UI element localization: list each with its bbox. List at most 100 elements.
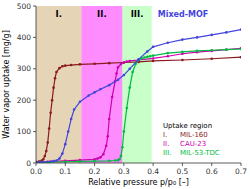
point xyxy=(67,130,70,133)
x-tick xyxy=(36,163,37,166)
point xyxy=(118,158,121,161)
plot-area xyxy=(36,6,241,163)
point xyxy=(49,111,52,114)
legend-region: II. xyxy=(163,140,169,148)
point xyxy=(166,52,169,55)
point xyxy=(64,64,67,67)
point xyxy=(120,63,123,66)
point xyxy=(143,56,146,59)
point xyxy=(43,155,46,158)
point xyxy=(146,50,149,53)
point xyxy=(70,118,73,121)
legend-entry: MIL-53-TDC xyxy=(180,149,220,157)
point xyxy=(52,160,55,163)
point xyxy=(79,160,82,163)
y-tick xyxy=(33,68,36,69)
point xyxy=(58,157,61,160)
region-label: I. xyxy=(55,9,61,19)
region xyxy=(81,6,122,163)
x-tick-label: 0.6 xyxy=(206,167,218,176)
point xyxy=(120,155,123,158)
point xyxy=(128,68,131,71)
y-tick xyxy=(33,100,36,101)
point xyxy=(55,159,58,162)
y-tick-label: 0 xyxy=(26,159,31,168)
point xyxy=(123,74,126,77)
series-label: Mixed-MOF xyxy=(158,10,209,19)
y-tick-label: 200 xyxy=(17,96,32,105)
y-tick xyxy=(33,6,36,7)
point xyxy=(240,47,241,50)
point xyxy=(152,46,155,49)
y-tick xyxy=(33,37,36,38)
point xyxy=(99,156,102,159)
series-line xyxy=(36,48,241,162)
point xyxy=(54,77,57,80)
point xyxy=(64,160,67,163)
x-tick-label: 0.3 xyxy=(118,167,130,176)
point xyxy=(106,135,109,138)
point xyxy=(108,160,111,163)
point xyxy=(117,78,120,81)
x-axis xyxy=(36,163,241,164)
y-tick-label: 300 xyxy=(17,64,32,73)
x-tick xyxy=(153,163,154,166)
x-tick xyxy=(65,163,66,166)
point xyxy=(181,38,184,41)
point xyxy=(128,86,131,89)
legend-region: III. xyxy=(163,149,171,157)
point xyxy=(61,65,64,68)
region-label: III. xyxy=(131,9,144,19)
point xyxy=(131,71,134,74)
point xyxy=(196,36,199,39)
point xyxy=(55,71,58,74)
point xyxy=(240,48,241,51)
point xyxy=(52,86,55,89)
legend-entry: MIL-160 xyxy=(180,131,208,139)
point xyxy=(210,50,213,53)
chart: 0.00.10.20.30.40.50.60.70100200300400500… xyxy=(0,0,250,189)
point xyxy=(181,59,184,62)
point xyxy=(152,54,155,57)
x-tick xyxy=(182,163,183,166)
x-tick-label: 0.2 xyxy=(89,167,101,176)
point xyxy=(225,48,228,51)
point xyxy=(61,152,64,155)
point xyxy=(196,50,199,53)
point xyxy=(210,34,213,37)
point xyxy=(93,62,96,65)
x-tick-label: 0.5 xyxy=(176,167,188,176)
y-tick-label: 100 xyxy=(17,127,32,136)
point xyxy=(114,159,117,162)
point xyxy=(210,57,213,60)
point xyxy=(137,58,140,61)
point xyxy=(152,60,155,63)
point xyxy=(108,62,111,65)
point xyxy=(51,99,54,102)
point xyxy=(42,158,45,161)
series-line xyxy=(36,30,241,163)
y-tick xyxy=(33,163,36,164)
point xyxy=(123,130,126,133)
point xyxy=(105,144,108,147)
x-tick xyxy=(241,163,242,166)
point xyxy=(125,60,128,63)
region xyxy=(122,6,151,163)
point xyxy=(240,28,241,31)
point xyxy=(48,127,51,130)
point xyxy=(166,55,169,58)
point xyxy=(79,100,82,103)
legend: Uptake regionI.MIL-160II.CAU-23III.MIL-5… xyxy=(163,122,220,157)
point xyxy=(149,55,152,58)
point xyxy=(181,51,184,54)
point xyxy=(108,84,111,87)
y-axis-label: Water vapor uptake [mg/g] xyxy=(2,30,11,139)
x-tick xyxy=(123,163,124,166)
point xyxy=(102,153,105,156)
point xyxy=(123,61,126,64)
legend-region: I. xyxy=(163,131,167,139)
point xyxy=(128,60,131,63)
x-tick xyxy=(211,163,212,166)
point xyxy=(99,88,102,91)
y-tick-label: 500 xyxy=(17,2,32,11)
